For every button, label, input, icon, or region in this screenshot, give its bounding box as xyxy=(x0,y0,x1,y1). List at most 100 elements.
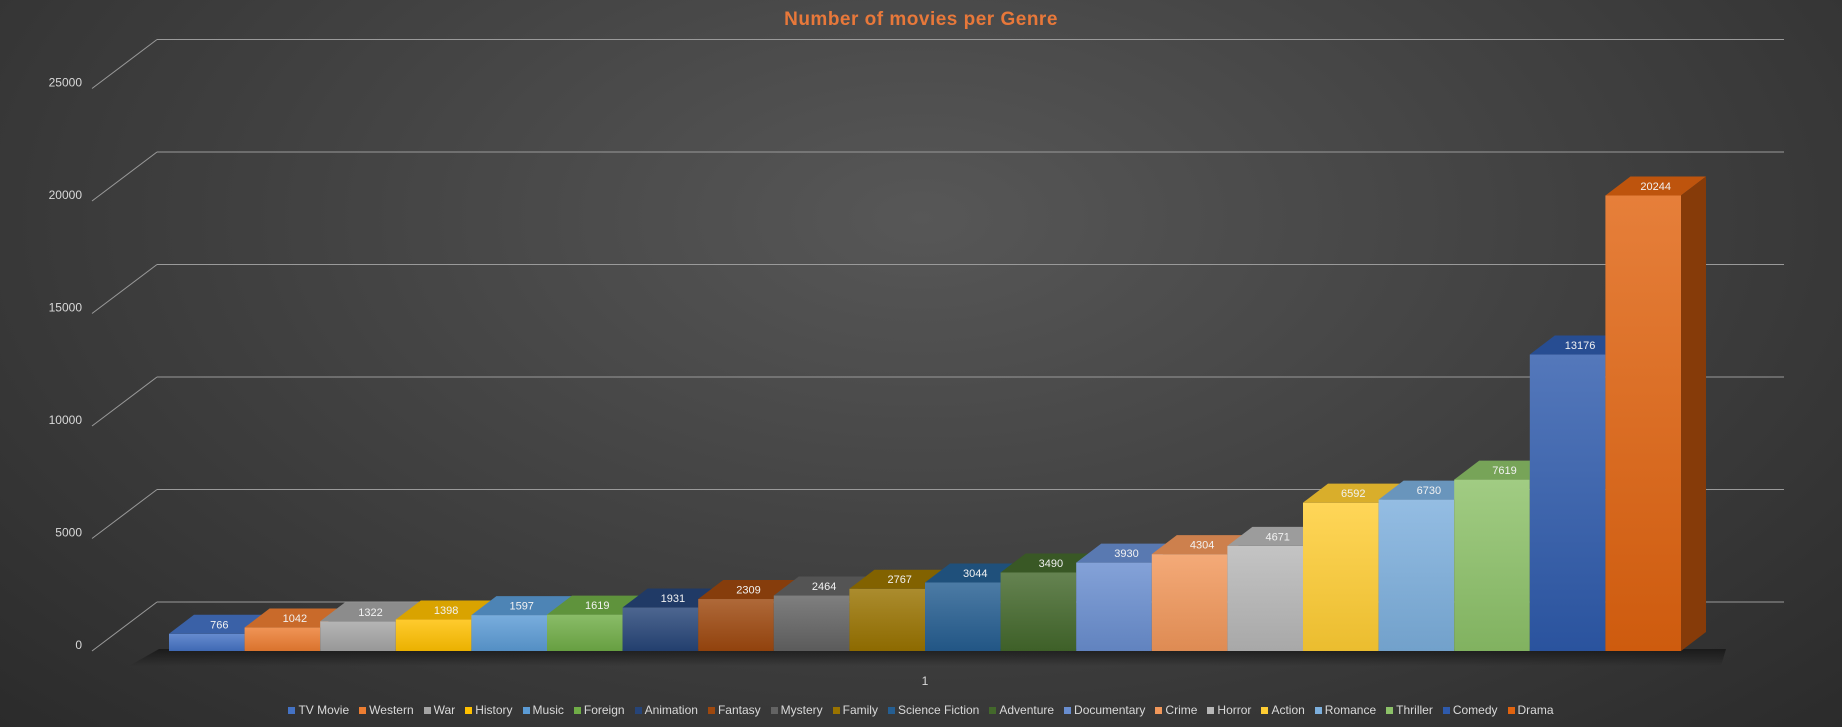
legend-label: Science Fiction xyxy=(897,703,980,717)
bar-top xyxy=(1151,535,1253,555)
gridline-side xyxy=(91,264,158,314)
bar-top xyxy=(698,580,799,600)
bar-mystery xyxy=(773,576,875,651)
bar-top xyxy=(320,602,421,622)
legend-item: TV Movie xyxy=(288,703,349,717)
gridline-side xyxy=(91,376,158,427)
legend-label: Action xyxy=(1271,703,1305,717)
legend-label: Documentary xyxy=(1074,703,1146,717)
legend-swatch xyxy=(1064,706,1072,714)
data-label: 2767 xyxy=(887,574,911,586)
legend-label: Animation xyxy=(644,703,698,717)
bar-front xyxy=(1605,195,1681,651)
bar-top xyxy=(244,608,346,628)
data-label: 20244 xyxy=(1640,181,1671,193)
bar-thriller xyxy=(1454,460,1555,651)
legend-item: Horror xyxy=(1207,703,1251,717)
bar-top xyxy=(1605,176,1706,196)
legend-label: Thriller xyxy=(1396,703,1433,717)
bar-top xyxy=(1076,543,1177,563)
chart-plot-area: 0 5000 10000 15000 20000 25000 766 1042 1322 1398… xyxy=(49,39,1784,688)
bar-drama xyxy=(1605,176,1706,651)
legend-item: Adventure xyxy=(989,703,1054,717)
bar-action xyxy=(1303,483,1404,651)
bar-fantasy xyxy=(698,580,799,651)
bar-foreign xyxy=(547,595,648,651)
legend-item: Foreign xyxy=(573,703,625,717)
chart-title: Number of movies per Genre xyxy=(784,9,1058,30)
bar-crime xyxy=(1151,535,1253,651)
bar-romance xyxy=(1378,480,1480,651)
legend-item: Action xyxy=(1261,703,1305,717)
gridline-side xyxy=(91,601,158,652)
data-label: 766 xyxy=(210,619,228,631)
legend-label: Crime xyxy=(1165,703,1198,717)
bar-front xyxy=(849,588,925,651)
data-label: 13176 xyxy=(1565,340,1596,352)
bar-front xyxy=(320,621,396,651)
bar-front xyxy=(1000,572,1077,651)
bar-top xyxy=(925,563,1026,583)
data-label: 6592 xyxy=(1341,488,1365,500)
bar-front xyxy=(1378,499,1455,651)
y-tick-label: 0 xyxy=(75,638,82,652)
legend-label: War xyxy=(433,703,456,717)
legend-swatch xyxy=(634,706,642,714)
legend-swatch xyxy=(1507,706,1515,714)
legend-label: Comedy xyxy=(1452,703,1498,717)
legend-swatch xyxy=(1155,706,1163,714)
legend-item: Drama xyxy=(1507,703,1554,717)
legend-item: Comedy xyxy=(1442,703,1498,717)
bar-front xyxy=(547,614,623,651)
bar-front xyxy=(773,595,850,651)
data-label: 1931 xyxy=(661,593,685,605)
bar-top xyxy=(1454,460,1555,480)
data-label: 2464 xyxy=(812,581,836,593)
bar-top xyxy=(169,614,270,634)
bar-top xyxy=(849,569,950,589)
legend-swatch xyxy=(1261,706,1269,714)
bar-top xyxy=(1303,483,1404,503)
gridline-side xyxy=(91,39,158,89)
bar-war xyxy=(320,602,421,651)
bar-documentary xyxy=(1076,543,1177,651)
bar-tv-movie xyxy=(169,614,270,651)
legend-item: Fantasy xyxy=(707,703,761,717)
legend-swatch xyxy=(1207,706,1215,714)
legend-item: Crime xyxy=(1155,703,1197,717)
legend-swatch xyxy=(288,706,296,714)
legend-label: Adventure xyxy=(999,703,1055,717)
legend-label: Western xyxy=(369,703,414,717)
data-label: 2309 xyxy=(736,585,760,597)
bar-adventure xyxy=(1000,553,1102,651)
bar-music xyxy=(471,596,572,651)
bar-comedy xyxy=(1529,335,1631,651)
bar-front xyxy=(1303,502,1379,651)
gridline-side xyxy=(91,489,158,539)
legend-swatch xyxy=(707,706,715,714)
legend-swatch xyxy=(832,706,840,714)
bar-front xyxy=(1454,479,1530,651)
legend-swatch xyxy=(465,706,473,714)
data-label: 1619 xyxy=(585,600,609,612)
bar-top xyxy=(395,600,497,620)
legend-item: Documentary xyxy=(1064,703,1145,717)
y-tick-label: 25000 xyxy=(49,76,83,90)
bar-top xyxy=(1378,480,1480,500)
legend-swatch xyxy=(1386,706,1394,714)
bar-front xyxy=(169,633,245,651)
legend-swatch xyxy=(573,706,581,714)
data-label: 3490 xyxy=(1039,558,1063,570)
legend-label: Drama xyxy=(1517,703,1554,717)
bar-front xyxy=(244,627,321,651)
bar-history xyxy=(395,600,497,651)
bar-top xyxy=(471,596,572,616)
y-tick-label: 10000 xyxy=(49,413,83,427)
legend-swatch xyxy=(359,706,367,714)
legend-label: TV Movie xyxy=(298,703,350,717)
legend-swatch xyxy=(989,706,997,714)
bar-front xyxy=(395,619,472,651)
legend-item: Romance xyxy=(1314,703,1376,717)
chart-legend: TV Movie Western War History Music Foreign Ani… xyxy=(0,703,1842,717)
bar-front xyxy=(471,615,547,651)
